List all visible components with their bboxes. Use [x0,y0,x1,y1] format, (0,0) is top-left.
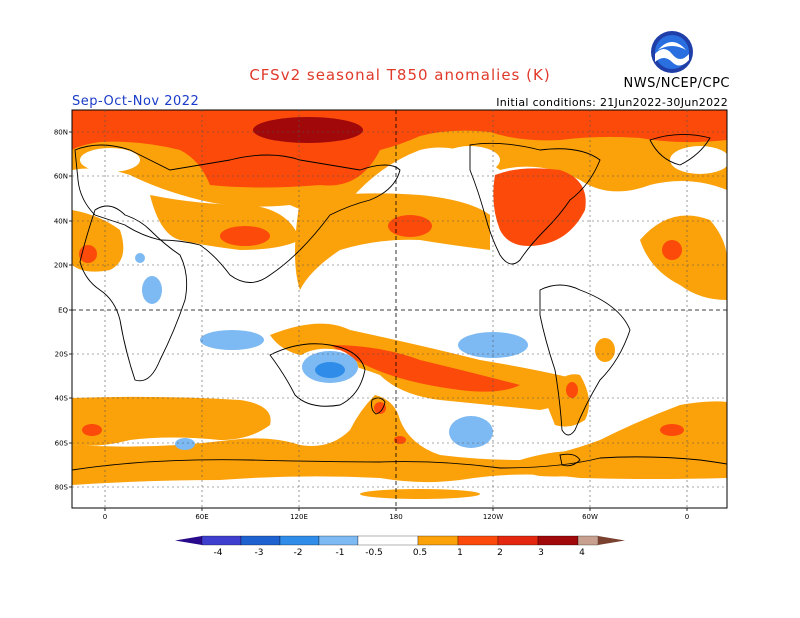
colorbar-segment [357,535,419,546]
colorbar: -4 -3 -2 -1 -0.5 0.5 1 2 3 4 [175,535,625,558]
colorbar-segment [279,535,320,546]
lat-label: 60N [54,173,68,181]
lon-label: 0 [103,513,107,521]
lat-label: 80N [54,129,68,137]
agency-label: NWS/NCEP/CPC [623,76,730,91]
initial-conditions-label: Initial conditions: 21Jun2022-30Jun2022 [496,96,728,109]
map-title: CFSv2 seasonal T850 anomalies (K) [249,66,551,84]
colorbar-segment [201,535,242,546]
colorbar-segment [537,535,579,546]
latitude-labels: 80N 60N 40N 20N EQ 20S 40S 60S 80S [54,129,72,492]
lon-label: 120W [483,513,503,521]
lon-label: 180 [389,513,402,521]
colorbar-segment [240,535,281,546]
colorbar-tick: 4 [579,548,585,558]
colorbar-tick: -4 [214,548,223,558]
lon-label: 60E [195,513,208,521]
lat-label: 80S [55,484,69,492]
lat-label: 60S [55,440,69,448]
colorbar-segment [417,535,459,546]
lat-label: 20S [55,351,69,359]
lat-label: 20N [54,262,68,270]
lon-label: 0 [685,513,689,521]
gridlines [72,110,727,508]
map-frame [71,109,728,509]
lat-label: 40N [54,218,68,226]
colorbar-tick: -3 [255,548,264,558]
colorbar-segment [457,535,499,546]
lon-label: 120E [290,513,308,521]
colorbar-segment [497,535,539,546]
noaa-logo-icon [651,31,693,73]
colorbar-segment [577,535,599,546]
season-label: Sep-Oct-Nov 2022 [72,94,200,109]
lat-label: 40S [55,395,69,403]
colorbar-tick: -0.5 [365,548,383,558]
colorbar-tick: -1 [336,548,345,558]
colorbar-tick: -2 [294,548,303,558]
colorbar-tick: 3 [538,548,544,558]
anomaly-fields [72,110,727,508]
colorbar-segment [318,535,359,546]
lon-label: 60W [582,513,598,521]
colorbar-tick: 0.5 [413,548,427,558]
longitude-labels: 0 60E 120E 180 120W 60W 0 [103,508,689,521]
colorbar-tick: 2 [497,548,503,558]
colorbar-arrow-low [175,536,202,545]
lat-label: EQ [58,307,68,315]
coastlines [72,134,727,471]
colorbar-tick: 1 [457,548,463,558]
colorbar-arrow-high [598,536,625,545]
